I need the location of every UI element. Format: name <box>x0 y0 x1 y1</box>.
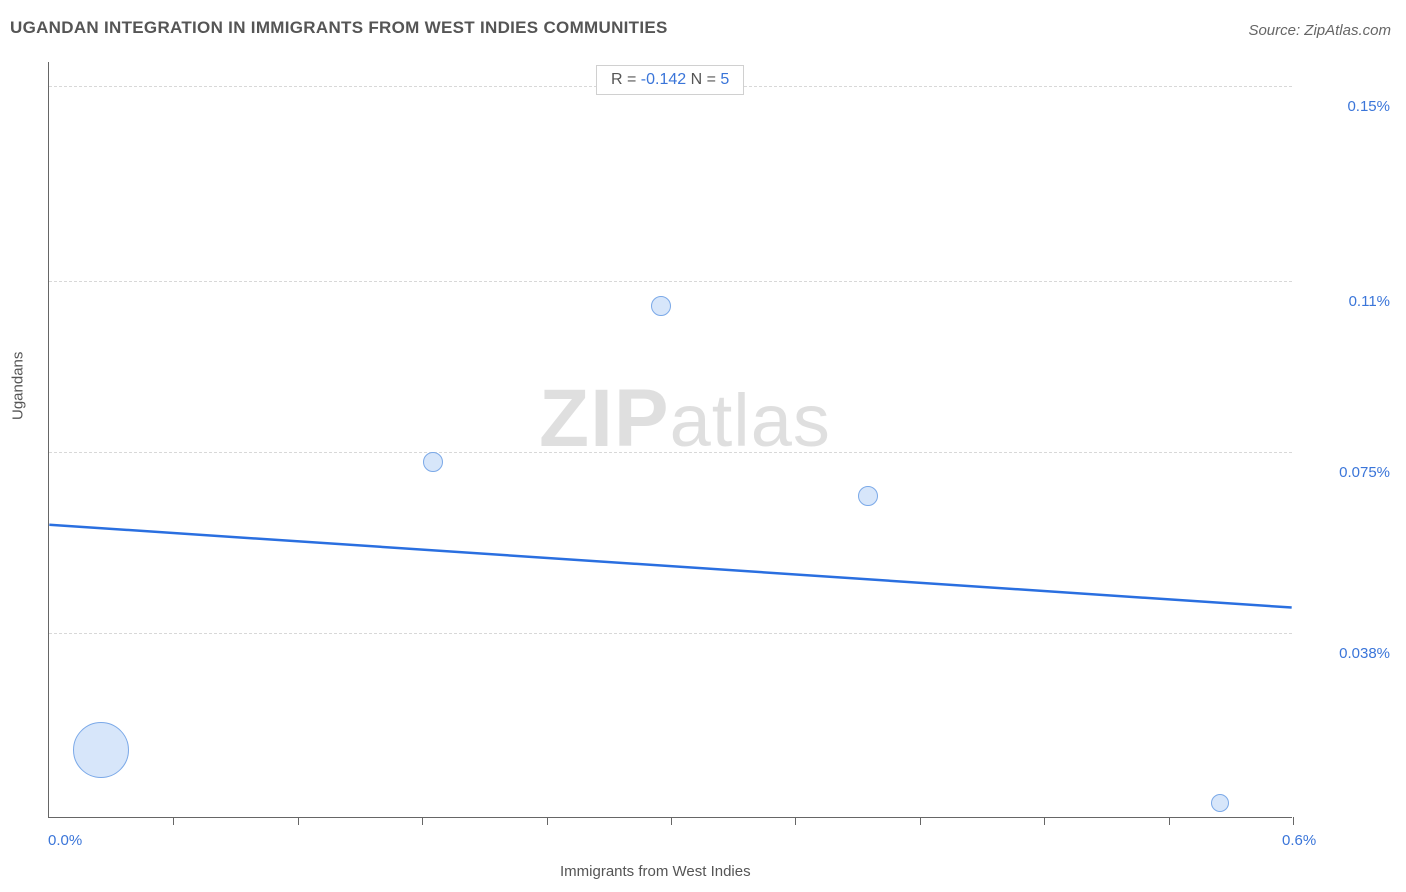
x-tick-start: 0.0% <box>48 832 82 849</box>
data-point <box>651 296 671 316</box>
data-point <box>73 722 129 778</box>
gridline-h <box>49 633 1292 634</box>
watermark-light: atlas <box>670 379 831 462</box>
data-point <box>858 486 878 506</box>
data-point <box>1211 794 1229 812</box>
trendline <box>49 62 1292 817</box>
y-tick-label: 0.075% <box>1339 464 1390 481</box>
y-tick-label: 0.038% <box>1339 645 1390 662</box>
r-value: -0.142 <box>641 71 686 88</box>
x-tick-end: 0.6% <box>1282 832 1316 849</box>
n-value: 5 <box>720 71 729 88</box>
x-tick <box>920 817 921 825</box>
r-label: R = <box>611 71 641 88</box>
stats-box: R = -0.142 N = 5 <box>596 65 744 95</box>
data-point <box>423 452 443 472</box>
x-axis-label: Immigrants from West Indies <box>560 863 751 880</box>
watermark-bold: ZIP <box>539 373 670 464</box>
x-tick <box>1169 817 1170 825</box>
gridline-h <box>49 452 1292 453</box>
x-tick <box>1044 817 1045 825</box>
x-tick <box>173 817 174 825</box>
x-tick <box>547 817 548 825</box>
x-tick <box>671 817 672 825</box>
gridline-h <box>49 281 1292 282</box>
x-tick <box>298 817 299 825</box>
x-tick <box>1293 817 1294 825</box>
chart-title: UGANDAN INTEGRATION IN IMMIGRANTS FROM W… <box>10 18 668 38</box>
source-attribution: Source: ZipAtlas.com <box>1248 22 1391 39</box>
y-tick-label: 0.11% <box>1349 293 1390 310</box>
scatter-plot-area: ZIPatlas <box>48 62 1292 818</box>
y-axis-label: Ugandans <box>10 352 27 420</box>
x-tick <box>422 817 423 825</box>
x-tick <box>795 817 796 825</box>
y-tick-label: 0.15% <box>1347 98 1390 115</box>
n-label: N = <box>686 71 720 88</box>
